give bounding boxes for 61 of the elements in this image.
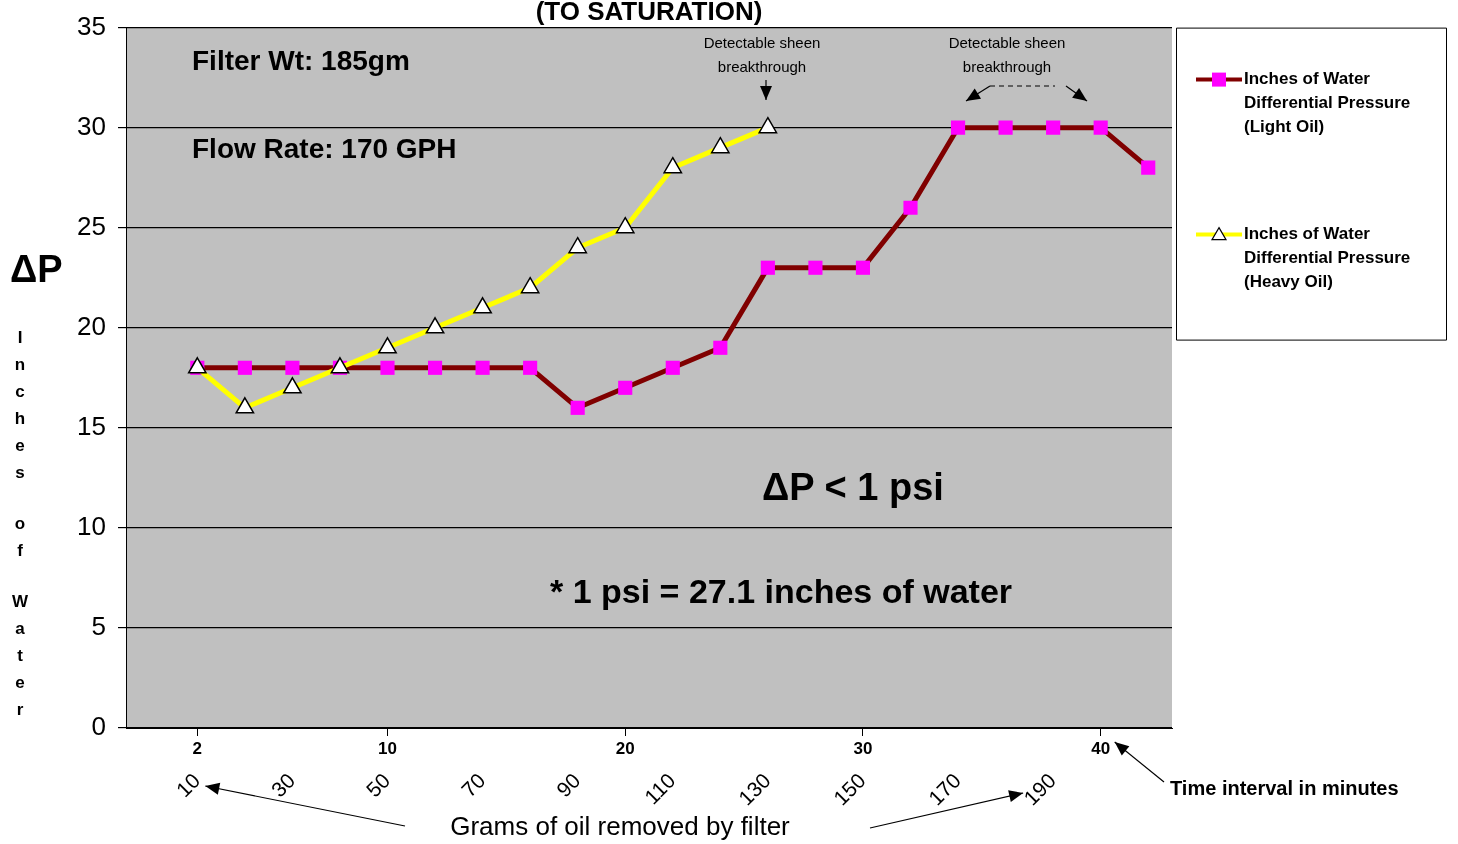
x-tick-label: 20 [615,738,635,758]
point [380,360,395,375]
point [285,360,300,375]
chart-title: (TO SATURATION) [535,0,763,27]
point [570,400,585,415]
annotation: Filter Wt: 185gm [192,44,410,76]
x2-tick-label: 130 [733,768,775,810]
x-tick-label: 30 [853,738,873,758]
annotation: Detectable sheen breakthrough [703,34,821,76]
point [1093,120,1108,135]
point [235,397,255,414]
point [998,120,1013,135]
annotation: Flow Rate: 170 GPH [192,132,457,164]
x2-tick-label: 30 [266,768,300,802]
annotation: Detectable sheen breakthrough [948,34,1066,76]
y-tick-label: 25 [77,210,106,241]
point [237,360,252,375]
x2-axis-title: Grams of oil removed by filter [450,811,791,842]
x2-tick-label: 50 [361,768,395,802]
text: ΔP [10,248,63,291]
point [520,277,540,294]
point [903,200,918,215]
x2-tick-label: 10 [171,768,205,802]
x-tick-label: 10 [378,738,397,758]
x2-tick-label: 70 [456,768,490,802]
x-axis-title: Time interval in minutes [1170,776,1399,799]
point [1141,160,1156,175]
point [427,360,443,375]
x2-tick-label: 150 [828,768,870,810]
annotation: ΔP < 1 psi [762,466,944,509]
y-tick-label: 30 [77,110,106,141]
point [475,360,490,375]
y-tick-label: 20 [77,310,106,341]
point [283,377,302,394]
x2-tick-label: 110 [639,768,680,809]
point [473,297,492,314]
y-tick-label: 5 [91,611,106,642]
point [1046,120,1061,135]
point [713,340,728,355]
x2-tick-label: 170 [923,768,965,810]
text: Inches of Water [11,327,29,719]
legend-label: Inches of Water Differential Pressure (Heavy Oil) [1244,224,1411,292]
point [855,260,871,275]
point [425,317,445,334]
point [618,380,633,395]
y-tick-label: 10 [77,511,106,542]
point [378,337,397,354]
y-tick-label: 35 [77,10,106,41]
legend-label: Inches of Water Differential Pressure (Light Oil) [1244,69,1411,137]
x2-tick-label: 190 [1019,768,1061,810]
point [950,120,966,135]
point [760,260,775,275]
y-tick-label: 0 [91,711,106,742]
x-tick-label: 40 [1091,738,1111,758]
x-tick-label: 2 [192,738,203,758]
point [665,360,680,375]
point [523,360,538,375]
annotation: * 1 psi = 27.1 inches of water [550,572,1013,611]
point [808,260,823,275]
y-tick-label: 15 [77,411,106,441]
x2-tick-label: 90 [551,768,585,802]
